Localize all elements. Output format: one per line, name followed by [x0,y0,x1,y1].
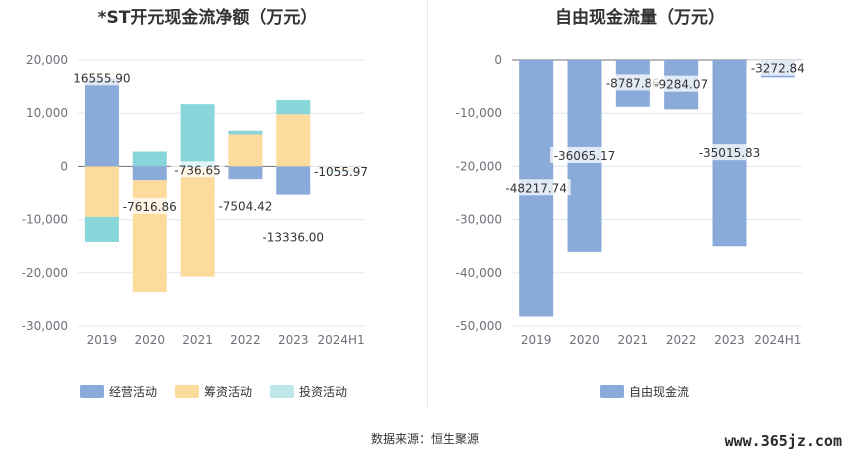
left-chart-net-label-bg [118,197,181,214]
right-chart-value-label: -8787.86 [606,76,660,90]
legend-label-operating: 经营活动 [109,385,158,399]
legend-item-financing[interactable]: 筹资活动 [175,383,252,400]
left-chart-bar-financing [180,167,215,277]
right-chart-value-label: -9284.07 [654,78,708,92]
left-chart-ytick-label: -10,000 [22,213,68,227]
left-chart-bar-financing [276,114,311,167]
right-chart-value-label: -48217.74 [505,181,567,195]
right-chart-value-label-bg [550,146,619,163]
right-chart-value-label-bg [747,59,809,76]
right-chart-xtick-label: 2019 [521,333,552,347]
legend-swatch-operating [80,385,104,398]
right-chart-value-label-bg [501,179,571,196]
right-chart-xtick-label: 2021 [618,333,649,347]
left-chart-bar-investing [180,104,215,167]
right-chart-value-label-bg [602,74,664,91]
left-chart-net-label: -7616.86 [123,200,177,214]
left-chart-bar-investing [84,216,119,242]
legend-label-financing: 筹资活动 [204,385,253,399]
left-chart-net-label-bg [258,228,328,245]
left-chart-net-label-bg [170,161,225,178]
data-source-note: 数据来源：恒生聚源 [370,432,479,446]
left-chart-net-label-bg [310,163,372,180]
right-chart-xtick-label: 2024H1 [754,333,801,347]
legend-swatch-free-cash-flow [600,385,624,398]
left-chart-net-label: -1055.97 [314,165,368,179]
right-chart-xtick-label: 2022 [666,333,697,347]
left-chart-xtick-label: 2019 [87,333,118,347]
left-chart-xtick-label: 2023 [278,333,309,347]
left-chart-bar-operating [84,78,119,167]
left-chart-ytick-label: 10,000 [26,106,68,120]
right-chart-value-label: -3272.84 [751,62,805,76]
left-chart-net-label: -7504.42 [218,199,272,213]
left-chart-bar-investing [276,99,311,115]
left-chart-bar-financing [228,134,263,167]
right-chart-value-label-bg [695,144,764,161]
legend-label-investing: 投资活动 [299,385,348,399]
chart-divider [427,0,428,408]
right-chart-xtick-label: 2020 [569,333,600,347]
left-chart-net-label-bg [214,197,277,214]
left-chart-bar-financing [132,180,167,292]
left-chart-bar-operating [228,166,263,180]
left-chart-xtick-label: 2020 [134,333,165,347]
left-chart-bar-investing [228,130,263,135]
left-chart-net-label: -736.65 [174,163,220,177]
right-chart-ytick-label: -30,000 [456,213,502,227]
right-chart-ytick-label: -10,000 [456,106,502,120]
left-chart-legend: 经营活动 筹资活动 投资活动 [80,383,365,400]
legend-item-free-cash-flow[interactable]: 自由现金流 [600,383,689,400]
left-chart-bar-financing [84,166,119,217]
left-chart-xtick-label: 2024H1 [317,333,364,347]
left-chart-net-label: -13336.00 [262,230,324,244]
left-chart-xtick-label: 2022 [230,333,261,347]
left-chart-ytick-label: -20,000 [22,266,68,280]
right-chart-value-label-bg [650,75,712,92]
legend-swatch-financing [175,385,200,398]
right-chart-legend: 自由现金流 [600,383,707,400]
left-chart-bar-operating [132,166,167,181]
left-chart-title: *ST开元现金流净额（万元） [97,8,318,28]
left-chart-net-label: 16555.90 [73,71,130,85]
right-chart-value-label: -36065.17 [554,149,616,163]
left-chart-ytick-label: -30,000 [22,319,68,333]
right-chart-value-label: -35015.83 [699,146,761,160]
right-chart-title: 自由现金流量（万元） [555,8,725,28]
right-chart-ytick-label: 0 [494,53,502,67]
right-chart-ytick-label: -20,000 [456,159,502,173]
right-chart-ytick-label: -40,000 [456,266,502,280]
left-chart-bar-investing [132,151,167,167]
left-chart-xtick-label: 2021 [182,333,213,347]
legend-item-operating[interactable]: 经营活动 [80,383,157,400]
legend-item-investing[interactable]: 投资活动 [270,383,347,400]
right-chart-ytick-label: -50,000 [456,319,502,333]
left-chart-ytick-label: 0 [60,159,68,173]
site-watermark: www.365jz.com [724,432,842,450]
legend-swatch-investing [270,385,295,398]
left-chart-bar-operating [276,166,311,195]
left-chart-ytick-label: 20,000 [26,53,68,67]
left-chart-net-label-bg [71,69,133,86]
right-chart-xtick-label: 2023 [714,333,745,347]
legend-label-free-cash-flow: 自由现金流 [629,385,690,399]
